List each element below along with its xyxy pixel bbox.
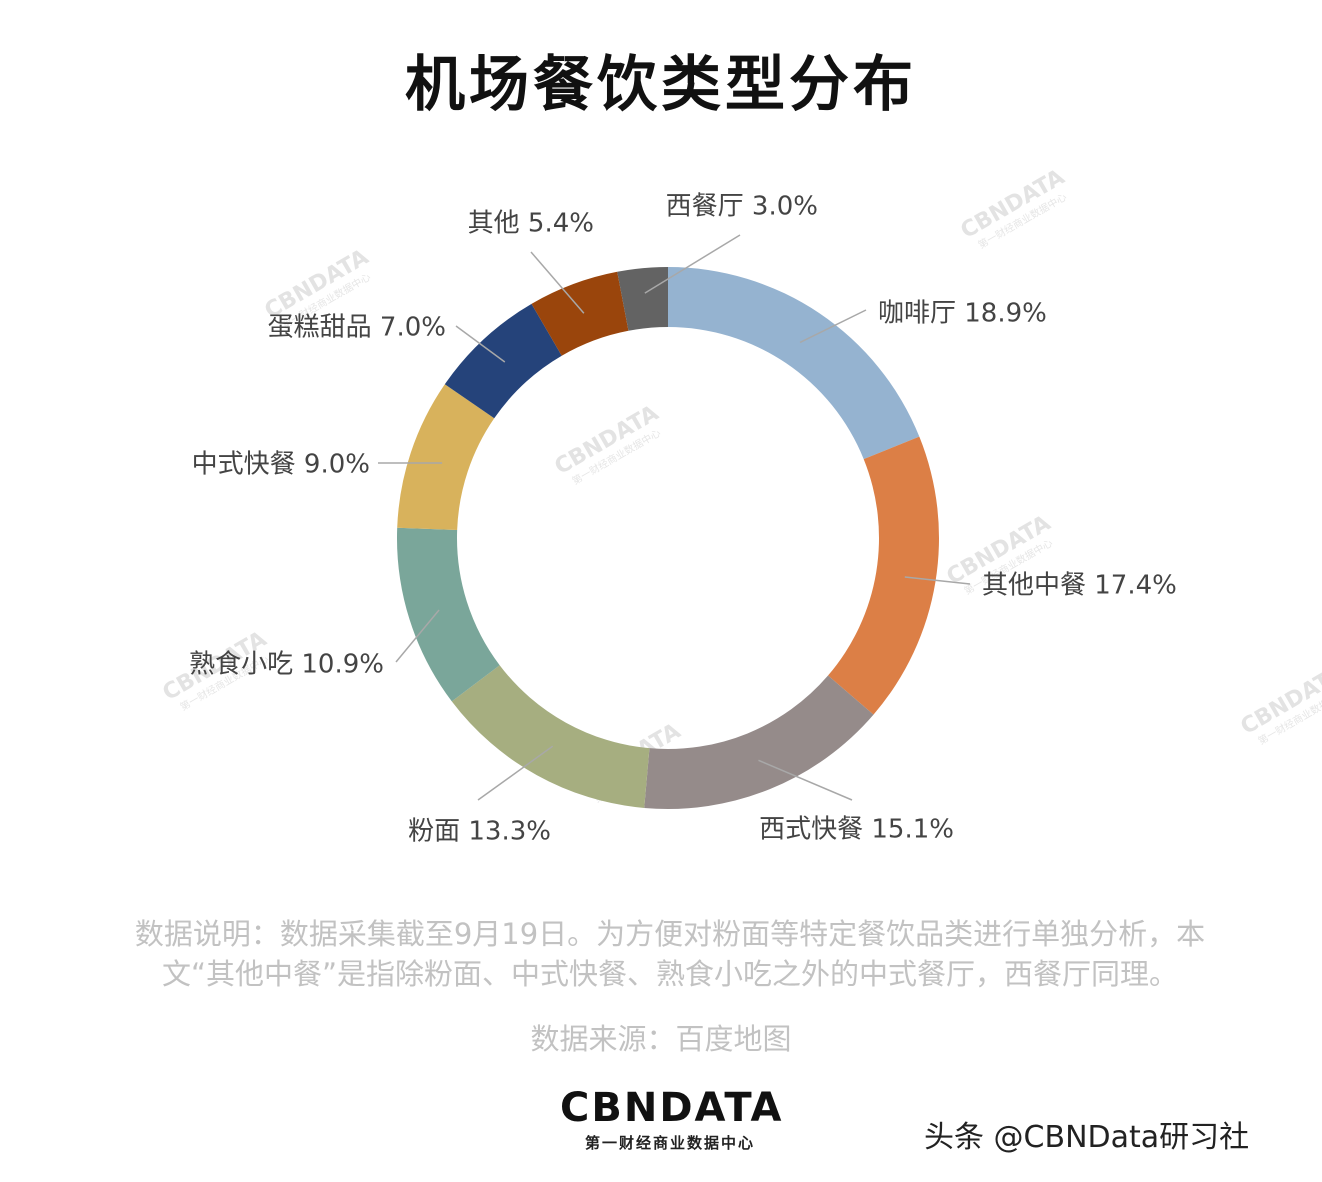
slice-label-其他: 其他 5.4% xyxy=(468,209,594,239)
slice-label-咖啡厅: 咖啡厅 18.9% xyxy=(878,299,1047,329)
slice-label-熟食小吃: 熟食小吃 10.9% xyxy=(189,650,384,680)
leader-line-西式快餐 xyxy=(758,759,853,801)
slice-粉面 xyxy=(451,665,650,808)
data-source: 数据来源：百度地图 xyxy=(530,1022,792,1056)
logo-wordmark: CBNDATA xyxy=(560,1085,784,1131)
slice-label-中式快餐: 中式快餐 9.0% xyxy=(192,450,370,480)
cbndata-logo: CBNDATA 第一财经商业数据中心 xyxy=(560,1085,784,1153)
slice-label-西式快餐: 西式快餐 15.1% xyxy=(759,815,954,845)
slice-西餐厅 xyxy=(617,267,668,331)
slice-其他中餐 xyxy=(828,436,939,715)
slice-咖啡厅 xyxy=(668,267,920,460)
data-note: 数据说明：数据采集截至9月19日。为方便对粉面等特定餐饮品类进行单独分析，本 文… xyxy=(60,914,1280,994)
slice-label-其他中餐: 其他中餐 17.4% xyxy=(982,571,1177,601)
slice-label-粉面: 粉面 13.3% xyxy=(408,817,551,847)
chart-title: 机场餐饮类型分布 xyxy=(405,50,917,120)
data-note-line-2: 文“其他中餐”是指除粉面、中式快餐、熟食小吃之外的中式餐厅，西餐厅同理。 xyxy=(161,957,1179,991)
leader-lines xyxy=(377,234,971,801)
slices xyxy=(397,267,939,809)
slice-中式快餐 xyxy=(397,384,495,531)
leader-line-熟食小吃 xyxy=(395,609,440,663)
slice-其他 xyxy=(531,271,629,356)
data-note-line-1: 数据说明：数据采集截至9月19日。为方便对粉面等特定餐饮品类进行单独分析，本 xyxy=(134,917,1206,951)
leader-line-其他中餐 xyxy=(904,576,971,585)
leader-line-咖啡厅 xyxy=(799,309,867,344)
slice-labels: 咖啡厅 18.9% 其他中餐 17.4% 西式快餐 15.1% 粉面 13.3% 熟食小… xyxy=(189,192,1177,847)
slice-label-蛋糕甜品: 蛋糕甜品 7.0% xyxy=(268,313,446,343)
logo-subtitle: 第一财经商业数据中心 xyxy=(584,1134,755,1152)
leader-line-蛋糕甜品 xyxy=(455,325,506,363)
slice-西式快餐 xyxy=(644,675,874,809)
slice-熟食小吃 xyxy=(397,527,500,702)
slice-label-西餐厅: 西餐厅 3.0% xyxy=(666,192,818,222)
leader-line-其他 xyxy=(530,251,585,314)
leader-line-粉面 xyxy=(477,745,554,801)
byline: 头条 @CBNData研习社 xyxy=(924,1120,1250,1155)
leader-line-西餐厅 xyxy=(644,234,741,294)
